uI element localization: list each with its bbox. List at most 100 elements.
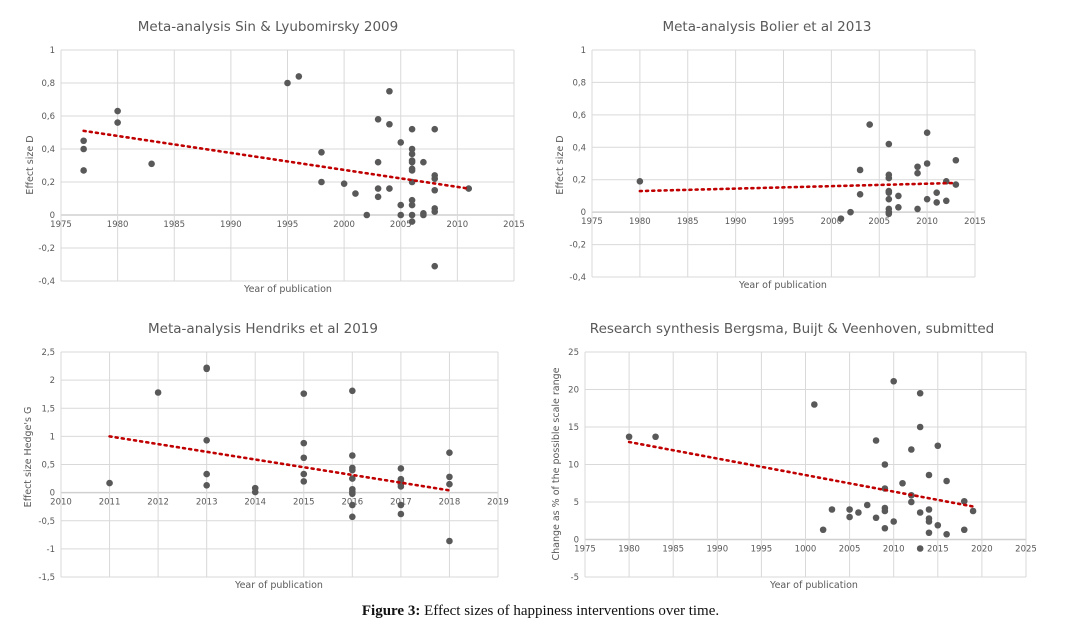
data-point <box>408 145 416 153</box>
data-point <box>374 185 382 192</box>
data-point <box>300 454 308 462</box>
data-point <box>340 180 348 187</box>
x-tick-label: 2014 <box>244 498 266 508</box>
x-tick-label: 1990 <box>220 220 242 230</box>
data-point <box>890 377 897 385</box>
chart-bolier: Meta-analysis Bolier et al 2013 Year of … <box>555 19 986 291</box>
y-tick-label: 0,8 <box>41 79 55 89</box>
data-point <box>885 189 893 196</box>
data-point <box>885 174 893 182</box>
data-point <box>866 121 873 128</box>
x-tick-label: 2010 <box>50 498 72 508</box>
y-tick-label: -0,5 <box>38 517 55 527</box>
x-tick-label: 1995 <box>277 220 299 230</box>
x-tick-label: 1000 <box>795 545 817 555</box>
data-point <box>203 437 210 444</box>
y-tick-label: 0,6 <box>41 112 55 122</box>
x-tick-label: 2005 <box>839 545 861 555</box>
data-point <box>349 513 356 521</box>
data-point <box>408 201 416 209</box>
x-tick-label: 1985 <box>662 545 684 555</box>
y-tick-label: -0,4 <box>569 273 586 283</box>
data-point <box>899 479 906 487</box>
data-point <box>106 479 113 487</box>
data-point <box>914 163 921 171</box>
x-tick-label: 1975 <box>50 220 72 230</box>
y-tick-label: 0,5 <box>41 461 55 471</box>
data-point <box>203 482 210 489</box>
y-tick-label: 1,5 <box>41 404 55 414</box>
data-point <box>386 185 393 192</box>
data-point <box>352 190 359 197</box>
data-point <box>933 199 940 206</box>
y-axis-label: Effect size D <box>555 135 566 194</box>
data-point <box>349 466 356 474</box>
y-tick-label: 0,6 <box>572 111 586 121</box>
data-points <box>80 73 473 270</box>
data-point <box>349 387 356 395</box>
y-tick-label: 10 <box>568 461 579 471</box>
caption-label: Figure 3: <box>361 603 421 619</box>
x-axis-label: Year of publication <box>769 580 858 591</box>
data-point <box>943 530 950 538</box>
data-point <box>408 218 416 225</box>
data-point <box>431 186 439 194</box>
y-tick-label: 15 <box>568 423 579 433</box>
trendline <box>638 181 958 193</box>
data-point <box>846 506 853 513</box>
x-tick-label: 1980 <box>618 545 640 555</box>
data-point <box>203 365 210 373</box>
data-point <box>881 461 889 468</box>
x-tick-label: 1995 <box>751 545 773 555</box>
data-point <box>203 470 210 478</box>
data-point <box>855 509 862 516</box>
data-point <box>80 145 87 153</box>
y-tick-label: -0,2 <box>38 244 55 254</box>
data-point <box>828 506 836 513</box>
data-point <box>431 125 439 133</box>
data-point <box>446 480 453 488</box>
y-tick-label: 20 <box>568 386 579 396</box>
y-tick-label: 0,2 <box>572 176 586 186</box>
data-point <box>885 210 893 218</box>
data-point <box>923 160 931 167</box>
y-tick-label: 25 <box>568 348 579 358</box>
data-point <box>408 211 416 219</box>
data-point <box>318 149 325 156</box>
data-point <box>925 506 933 513</box>
data-point <box>916 423 924 431</box>
data-point <box>397 510 405 518</box>
x-tick-label: 2012 <box>147 498 169 508</box>
data-point <box>284 79 291 87</box>
x-tick-label: 2005 <box>868 217 890 227</box>
data-point <box>923 129 931 136</box>
data-point <box>408 158 416 166</box>
x-tick-label: 1975 <box>581 217 603 227</box>
data-point <box>908 446 915 453</box>
data-point <box>446 449 453 456</box>
x-tick-label: 2015 <box>927 545 949 555</box>
y-tick-label: 0 <box>581 208 586 218</box>
data-point <box>114 119 121 126</box>
data-point <box>881 524 889 532</box>
trendline <box>627 440 975 508</box>
data-point <box>881 507 889 515</box>
x-tick-label: 2019 <box>487 498 509 508</box>
y-tick-label: 2 <box>50 376 55 386</box>
data-point <box>408 125 416 133</box>
data-point <box>386 120 393 128</box>
data-point <box>847 208 854 216</box>
data-point <box>969 507 977 515</box>
data-point <box>895 192 902 200</box>
data-point <box>885 195 893 203</box>
data-point <box>925 529 933 537</box>
y-axis-label: Change as % of the possible scale range <box>551 367 562 560</box>
trendline <box>108 435 451 492</box>
data-point <box>916 509 924 516</box>
y-tick-label: 1 <box>581 46 586 56</box>
x-tick-label: 2015 <box>293 498 315 508</box>
y-tick-label: 1 <box>50 46 55 56</box>
x-tick-label: 1990 <box>706 545 728 555</box>
trendline <box>82 129 471 190</box>
chart-title: Meta-analysis Sin & Lyubomirsky 2009 <box>138 19 398 35</box>
